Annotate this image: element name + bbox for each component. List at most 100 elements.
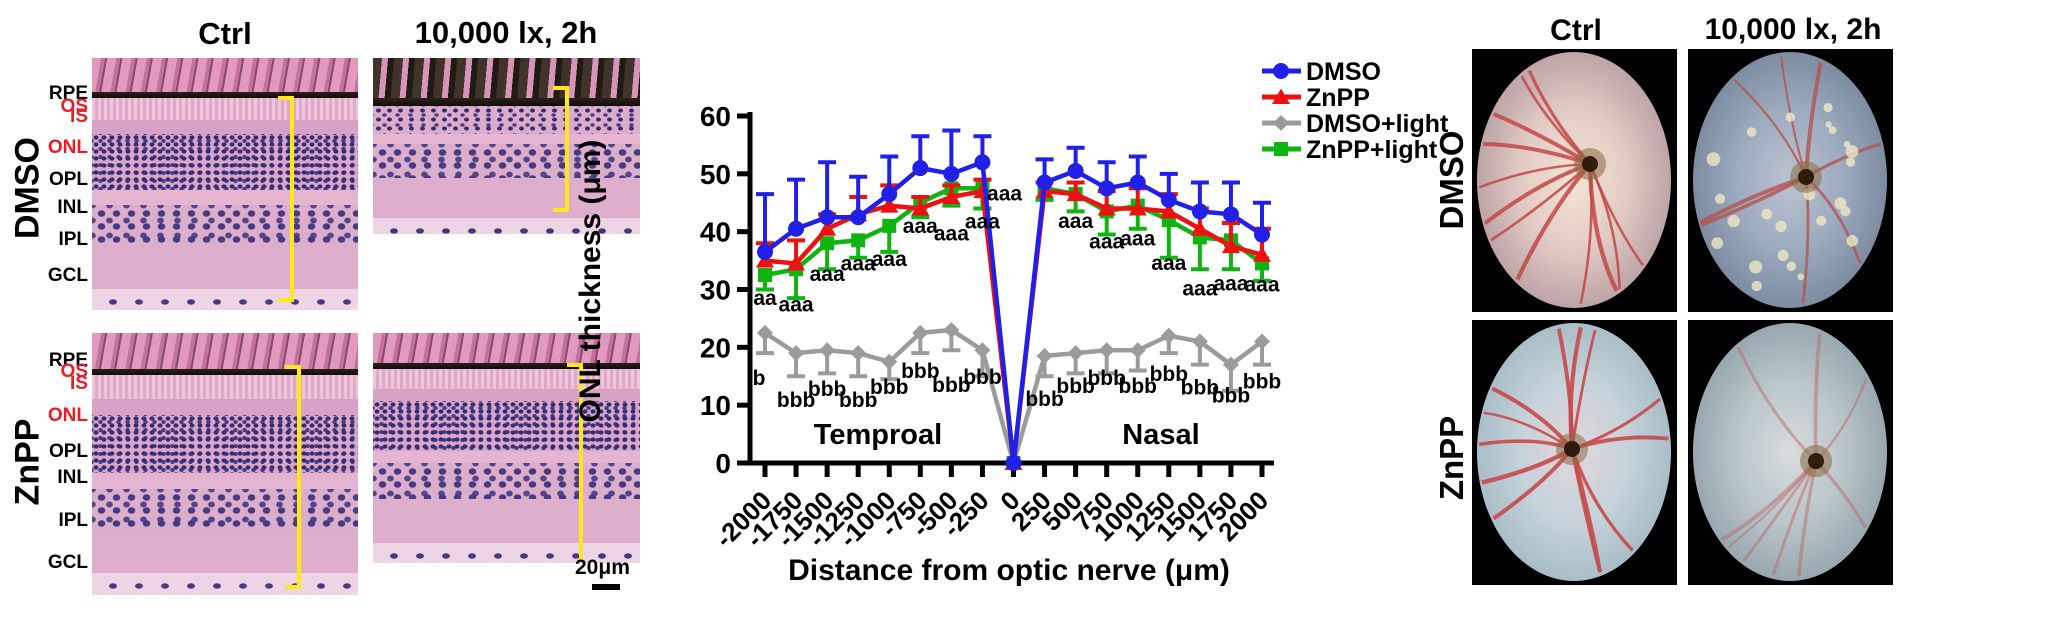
fundus-lesion-spot — [1840, 206, 1851, 217]
significance-label-b: bbb — [1119, 375, 1157, 398]
y-tick-label: 30 — [700, 275, 731, 306]
layer-label-onl: ONL — [47, 405, 88, 426]
data-point — [1159, 202, 1178, 219]
significance-label-b: b — [753, 367, 766, 390]
onl-measure-bracket — [567, 363, 583, 563]
fundus-lesion-spot — [1834, 197, 1847, 210]
fundus-row-label-znpp: ZnPP — [1433, 415, 1470, 501]
significance-label-a: aaa — [841, 252, 876, 275]
data-point — [1036, 348, 1053, 365]
data-point — [1067, 345, 1084, 362]
y-tick-label: 0 — [715, 448, 731, 479]
retina-band-inl — [92, 489, 358, 531]
retina-band-rpe — [373, 363, 640, 369]
y-tick-label: 50 — [700, 159, 731, 190]
data-point — [1191, 333, 1208, 350]
layer-label-ipl: IPL — [58, 229, 88, 250]
histology-col-header-ctrl: Ctrl — [198, 16, 252, 51]
layer-label-os: OS — [60, 95, 88, 117]
data-point — [1160, 191, 1177, 208]
retina-band-gcl — [92, 573, 358, 595]
fundus-image-dmso-ctrl — [1472, 49, 1677, 312]
retina-band-chor — [92, 58, 358, 92]
layer-label-onl: ONL — [47, 137, 88, 158]
data-point — [850, 209, 867, 226]
data-point — [943, 321, 960, 338]
data-point — [1128, 200, 1147, 216]
data-point — [850, 345, 867, 362]
significance-label-b: bbb — [932, 374, 970, 397]
fundus-lesion-spot — [1797, 273, 1805, 281]
significance-label-a: aaa — [1058, 210, 1093, 233]
data-point — [942, 188, 961, 204]
fundus-lesion-spot — [1749, 260, 1763, 274]
retina-band-opl — [373, 451, 640, 463]
significance-label-a: aaa — [1089, 230, 1124, 253]
fundus-lesion-spot — [1777, 249, 1789, 262]
retina-band-os — [373, 369, 640, 389]
data-point — [818, 220, 837, 236]
data-point — [882, 218, 897, 233]
histology-image-znpp-light — [373, 333, 640, 563]
layer-label-inl: INL — [57, 467, 88, 488]
onl-measure-bracket — [285, 365, 301, 589]
fundus-lesion-spot — [1727, 214, 1740, 228]
retina-band-gcl — [373, 218, 640, 234]
significance-label-b: bbb — [870, 376, 908, 399]
y-axis-title: ONL thickness (μm) — [574, 140, 607, 423]
layer-label-opl: OPL — [48, 441, 88, 462]
data-point — [1222, 356, 1239, 373]
significance-label-b: bbb — [1243, 371, 1281, 394]
scale-bar-label: 20μm — [575, 556, 630, 579]
fundus-lesion-spot — [1828, 126, 1837, 135]
histology-col-header-light: 10,000 lx, 2h — [414, 15, 598, 50]
data-point — [788, 345, 805, 362]
significance-label-a: aaa — [1151, 252, 1186, 275]
data-point — [1253, 246, 1271, 262]
significance-label-b: bbb — [1212, 385, 1250, 408]
significance-label-a: aaa — [1244, 273, 1279, 296]
layer-label-gcl: GCL — [47, 552, 88, 573]
data-point — [757, 324, 773, 341]
fundus-image-dmso-light — [1688, 49, 1893, 312]
retina-band-chor — [373, 333, 640, 363]
legend-label-DMSO+light: DMSO+light — [1306, 110, 1449, 138]
retinal-vessel — [1742, 460, 1818, 563]
data-point — [787, 254, 806, 271]
retina-band-inl — [373, 144, 640, 178]
significance-label-a: aaa — [987, 182, 1022, 205]
retina-band-ipl — [373, 499, 640, 543]
data-point — [912, 324, 929, 341]
data-point — [1036, 174, 1053, 191]
data-point — [1190, 220, 1209, 236]
fundus-lesion-spot — [1816, 215, 1827, 226]
fundus-image-znpp-ctrl — [1472, 320, 1677, 585]
retina-band-onl — [92, 134, 358, 190]
retina-band-white — [373, 234, 640, 310]
fundus-lesion-spot — [1786, 261, 1797, 272]
layer-label-rpe: RPE — [48, 350, 88, 371]
layer-label-os: OS — [60, 361, 88, 382]
data-point — [819, 209, 836, 226]
retina-band-ipl — [92, 531, 358, 573]
significance-label-a: aaa — [810, 263, 845, 286]
optic-disc — [1564, 440, 1580, 458]
retina-band-is — [92, 399, 358, 415]
region-label-nasal: Nasal — [1122, 419, 1199, 451]
data-point — [819, 342, 836, 359]
optic-disc — [1808, 453, 1824, 470]
fundus-lesion-spot — [1785, 112, 1795, 122]
histology-image-dmso-ctrl — [92, 58, 358, 310]
data-point — [1160, 327, 1177, 344]
fundus-lesion-spot — [1761, 208, 1773, 220]
significance-label-b: bbb — [1025, 388, 1063, 411]
layer-label-inl: INL — [57, 197, 88, 218]
data-point — [1273, 63, 1289, 79]
histology-image-znpp-ctrl — [92, 333, 358, 595]
retina-band-opl — [92, 473, 358, 489]
optic-disc — [1582, 156, 1598, 172]
retina-band-rpe — [373, 98, 640, 106]
significance-label-a: aaa — [934, 222, 969, 245]
fundus-lesion-spot — [1823, 102, 1833, 113]
